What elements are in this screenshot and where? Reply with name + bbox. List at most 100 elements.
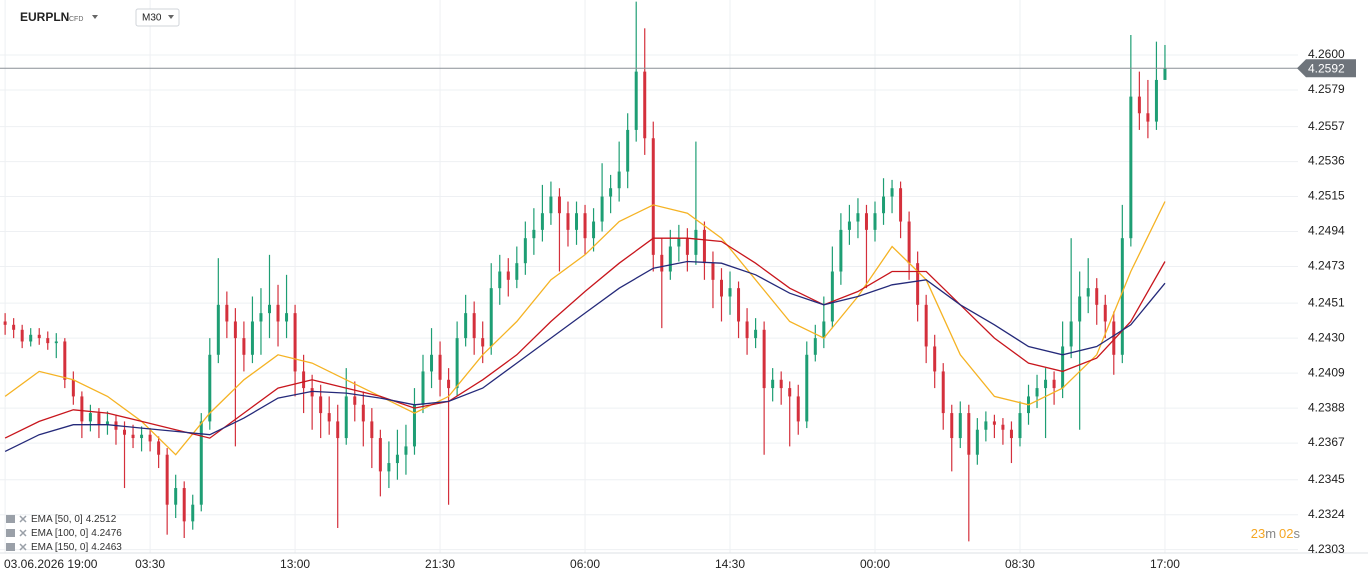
candle-body — [165, 454, 169, 505]
candle-body — [617, 171, 621, 189]
symbol[interactable]: EURPLN — [20, 10, 69, 24]
candle-body — [131, 434, 135, 439]
candle-body — [523, 238, 527, 264]
candle-body — [412, 404, 416, 447]
candle-body — [1052, 379, 1056, 389]
candle-body — [3, 321, 7, 325]
candle-body — [216, 304, 220, 355]
candle-body — [719, 279, 723, 297]
candle-body — [515, 263, 519, 280]
ema-line — [4, 201, 1166, 456]
candle-body — [1120, 238, 1124, 355]
y-tick-label: 4.2430 — [1308, 330, 1345, 344]
candle-body — [361, 404, 365, 422]
candle-body — [745, 321, 749, 339]
y-tick-label: 4.2367 — [1308, 435, 1345, 449]
candle-body — [839, 229, 843, 272]
candle-body — [123, 429, 127, 435]
candle-body — [259, 313, 263, 322]
candle-body — [489, 288, 493, 347]
candle-body — [771, 379, 775, 389]
candle-body — [1103, 304, 1107, 322]
candle-body — [506, 271, 510, 280]
candle-body — [1044, 379, 1048, 389]
legend-remove — [19, 529, 27, 537]
legend-icon — [6, 515, 15, 523]
candle-body — [899, 188, 903, 222]
y-tick-label: 4.2324 — [1308, 507, 1345, 521]
candle-body — [37, 334, 41, 339]
x-tick-label: 08:30 — [1005, 557, 1035, 571]
candle-body — [1035, 388, 1039, 397]
legend-remove — [19, 543, 27, 551]
candle-body — [634, 71, 638, 130]
y-tick-label: 4.2409 — [1308, 365, 1345, 379]
candle-body — [754, 329, 758, 339]
candle-body — [702, 229, 706, 264]
candle-body — [302, 371, 306, 389]
candle-body — [788, 388, 792, 397]
candle-body — [208, 354, 212, 422]
candle-body — [882, 196, 886, 214]
candle-body — [967, 413, 971, 455]
candle-body — [105, 421, 109, 425]
candle-body — [796, 396, 800, 422]
candle-body — [557, 196, 561, 214]
candle-body — [481, 338, 485, 347]
x-tick-label: 17:00 — [1150, 557, 1180, 571]
legend-entry: EMA [150, 0] 4.2463 — [31, 542, 122, 553]
candle-body — [404, 446, 408, 455]
candle-body — [498, 271, 502, 289]
candle-body — [46, 338, 50, 344]
candle-body — [916, 263, 920, 305]
candle-body — [250, 321, 254, 355]
candle-body — [549, 196, 553, 214]
candle-body — [242, 338, 246, 355]
candle-body — [20, 329, 24, 342]
candle-body — [711, 263, 715, 280]
candle-body — [71, 379, 75, 397]
candle-body — [438, 354, 442, 380]
y-tick-label: 4.2579 — [1308, 82, 1345, 96]
candle-body — [532, 229, 536, 239]
countdown: 23m 02s — [1251, 526, 1301, 541]
y-tick-label: 4.2451 — [1308, 295, 1345, 309]
candle-body — [1078, 296, 1082, 322]
ema-line — [4, 260, 1166, 452]
candle-body — [430, 354, 434, 372]
candle-body — [344, 396, 348, 439]
candle-body — [626, 129, 630, 172]
interval-select[interactable] — [135, 8, 180, 27]
interval[interactable]: M30 — [142, 13, 162, 24]
y-tick-label: 4.2345 — [1308, 472, 1345, 486]
x-tick-label: 14:30 — [715, 557, 745, 571]
y-tick-label: 4.2494 — [1308, 224, 1345, 238]
legend-name: EMA [150, 0] — [31, 542, 88, 553]
candle-body — [1137, 96, 1141, 114]
y-tick-label: 4.2388 — [1308, 400, 1345, 414]
candle-body — [1146, 113, 1150, 122]
candle-body — [88, 413, 92, 422]
candle-body — [1129, 96, 1133, 239]
candle-body — [933, 346, 937, 372]
legend-value: 4.2512 — [86, 514, 117, 525]
candle-body — [779, 379, 783, 389]
candle-body — [395, 454, 399, 464]
x-tick-label: 21:30 — [425, 557, 455, 571]
legend-entry: EMA [100, 0] 4.2476 — [31, 528, 122, 539]
candle-body — [447, 379, 451, 389]
candle-body — [1018, 413, 1022, 439]
candle-body — [1061, 346, 1065, 389]
legend-icon — [6, 529, 15, 537]
y-tick-label: 4.2600 — [1308, 47, 1345, 61]
candle-body — [293, 313, 297, 372]
candle-body — [805, 354, 809, 422]
current-price-label: 4.2592 — [1308, 61, 1345, 75]
symbol-dropdown[interactable] — [92, 15, 98, 19]
candle-body — [984, 421, 988, 430]
candle-body — [992, 421, 996, 425]
y-tick-label: 4.2303 — [1308, 542, 1345, 556]
candle-body — [319, 396, 323, 414]
